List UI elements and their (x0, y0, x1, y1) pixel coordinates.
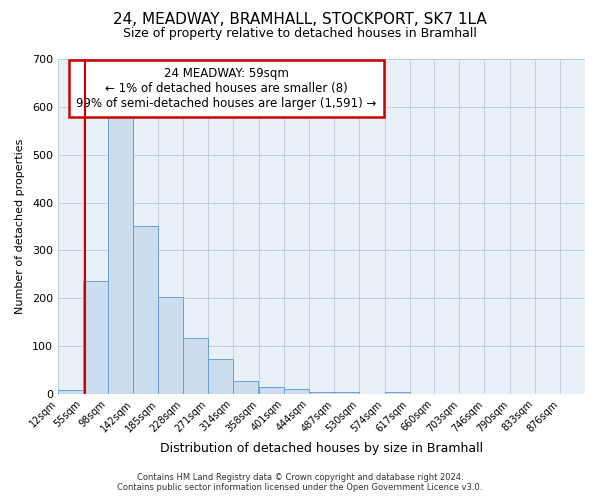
Text: 24 MEADWAY: 59sqm
← 1% of detached houses are smaller (8)
99% of semi-detached h: 24 MEADWAY: 59sqm ← 1% of detached house… (76, 68, 377, 110)
Bar (208, 359, 233, 394)
Bar (233, 381, 259, 394)
Bar (184, 338, 208, 394)
Bar (334, 392, 359, 394)
Text: Size of property relative to detached houses in Bramhall: Size of property relative to detached ho… (123, 28, 477, 40)
Bar (83, 282, 108, 394)
Text: 24, MEADWAY, BRAMHALL, STOCKPORT, SK7 1LA: 24, MEADWAY, BRAMHALL, STOCKPORT, SK7 1L… (113, 12, 487, 28)
Bar (309, 392, 334, 394)
Bar (58, 390, 83, 394)
Bar (259, 386, 284, 394)
Bar (158, 298, 184, 394)
X-axis label: Distribution of detached houses by size in Bramhall: Distribution of detached houses by size … (160, 442, 483, 455)
Bar (133, 226, 158, 394)
Bar (284, 389, 309, 394)
Text: Contains HM Land Registry data © Crown copyright and database right 2024.
Contai: Contains HM Land Registry data © Crown c… (118, 473, 482, 492)
Bar (108, 118, 133, 394)
Bar (385, 392, 410, 394)
Y-axis label: Number of detached properties: Number of detached properties (15, 139, 25, 314)
